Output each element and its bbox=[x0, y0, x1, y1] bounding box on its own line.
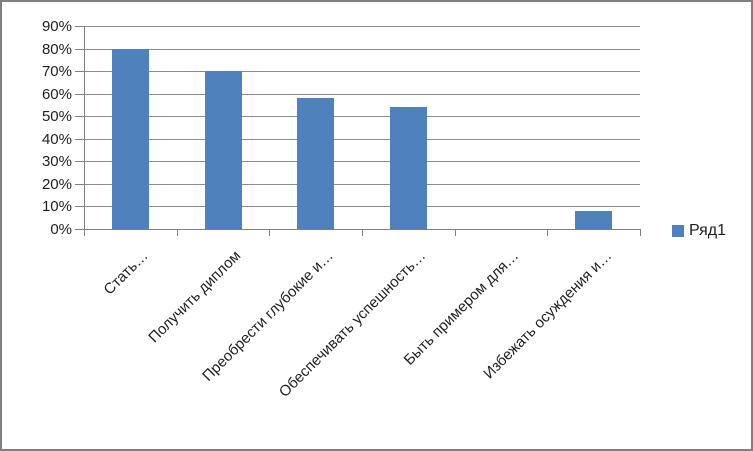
x-axis-tick bbox=[547, 230, 548, 236]
y-axis-tick-label: 0% bbox=[50, 221, 72, 238]
y-axis-tick bbox=[75, 71, 84, 72]
y-axis-tick bbox=[75, 116, 84, 117]
y-gridline bbox=[84, 139, 640, 140]
y-axis bbox=[84, 26, 85, 230]
y-axis-tick bbox=[75, 206, 84, 207]
y-axis-tick bbox=[75, 26, 84, 27]
y-axis-tick-label: 30% bbox=[41, 153, 72, 170]
y-gridline bbox=[84, 184, 640, 185]
bar-4 bbox=[390, 107, 427, 229]
y-gridline bbox=[84, 49, 640, 50]
x-axis-tick bbox=[269, 230, 270, 236]
y-axis-tick bbox=[75, 94, 84, 95]
y-axis-tick bbox=[75, 139, 84, 140]
y-axis-tick-label: 60% bbox=[41, 86, 72, 103]
y-axis-tick-label: 90% bbox=[41, 18, 72, 35]
y-axis-tick bbox=[75, 161, 84, 162]
legend-color-swatch-icon bbox=[672, 225, 684, 237]
x-category-label: Стать… bbox=[100, 247, 152, 299]
x-axis-tick bbox=[362, 230, 363, 236]
y-gridline bbox=[84, 206, 640, 207]
y-axis-tick-label: 70% bbox=[41, 63, 72, 80]
x-axis-tick bbox=[177, 230, 178, 236]
bar-2 bbox=[205, 71, 242, 229]
y-axis-tick bbox=[75, 229, 84, 230]
x-axis-tick bbox=[84, 230, 85, 236]
y-gridline bbox=[84, 161, 640, 162]
y-axis-tick bbox=[75, 49, 84, 50]
y-gridline bbox=[84, 71, 640, 72]
y-axis-tick-label: 50% bbox=[41, 108, 72, 125]
y-axis-tick-label: 80% bbox=[41, 41, 72, 58]
y-axis-tick-label: 10% bbox=[41, 198, 72, 215]
y-axis-tick bbox=[75, 184, 84, 185]
bar-1 bbox=[112, 49, 149, 229]
x-axis bbox=[84, 229, 641, 230]
x-category-label: Получить диплом bbox=[145, 247, 245, 347]
bar-3 bbox=[297, 98, 334, 229]
bar-6 bbox=[575, 211, 612, 229]
y-gridline bbox=[84, 116, 640, 117]
x-axis-tick bbox=[640, 230, 641, 236]
legend-series-label: Ряд1 bbox=[689, 222, 727, 239]
y-axis-tick-label: 40% bbox=[41, 131, 72, 148]
y-gridline bbox=[84, 94, 640, 95]
y-axis-tick-label: 20% bbox=[41, 176, 72, 193]
legend: Ряд1 bbox=[672, 222, 726, 240]
x-axis-tick bbox=[455, 230, 456, 236]
y-gridline bbox=[84, 26, 640, 27]
